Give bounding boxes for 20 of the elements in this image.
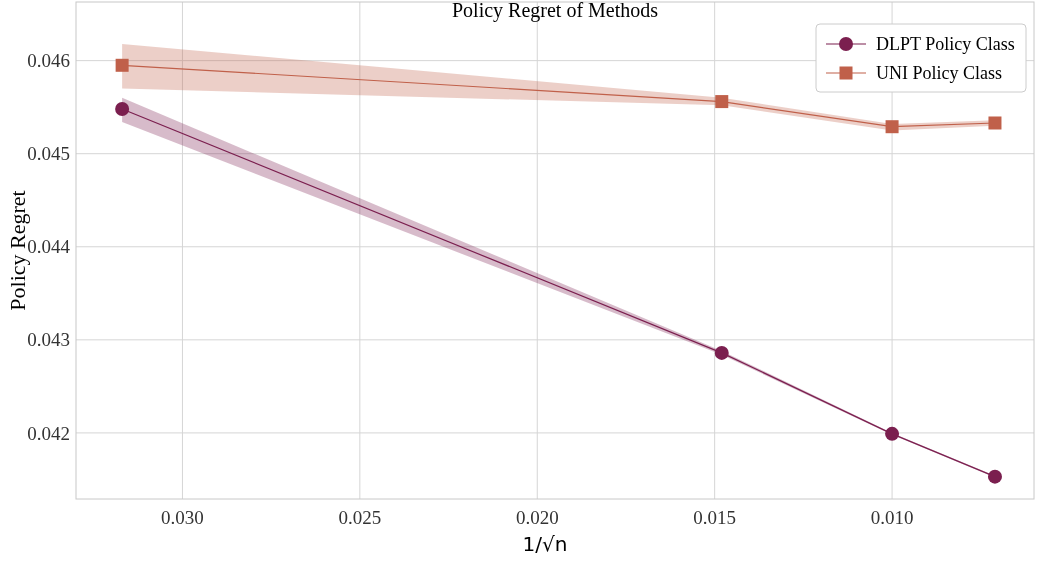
x-tick-label: 0.020 (515, 507, 559, 528)
y-tick-label: 0.046 (27, 50, 70, 72)
point (987, 469, 1002, 484)
x-tick-label: 0.015 (693, 507, 737, 528)
x-axis-title: 1/√n (522, 532, 568, 556)
x-tick-label: 0.010 (870, 507, 914, 528)
x-tick-label: 0.030 (161, 507, 204, 528)
point (115, 58, 129, 72)
point (115, 102, 130, 117)
legend-label: UNI Policy Class (876, 63, 1002, 84)
point (714, 345, 729, 360)
chart-title: Policy Regret of Methods (451, 0, 659, 22)
y-tick-label: 0.043 (27, 329, 70, 351)
y-tick-label: 0.044 (27, 236, 71, 258)
y-tick-label: 0.042 (27, 422, 70, 444)
point (885, 426, 900, 441)
x-tick-label: 0.025 (338, 507, 382, 528)
point (988, 116, 1002, 130)
y-tick-label: 0.045 (27, 143, 70, 165)
legend-label: DLPT Policy Class (876, 34, 1015, 55)
